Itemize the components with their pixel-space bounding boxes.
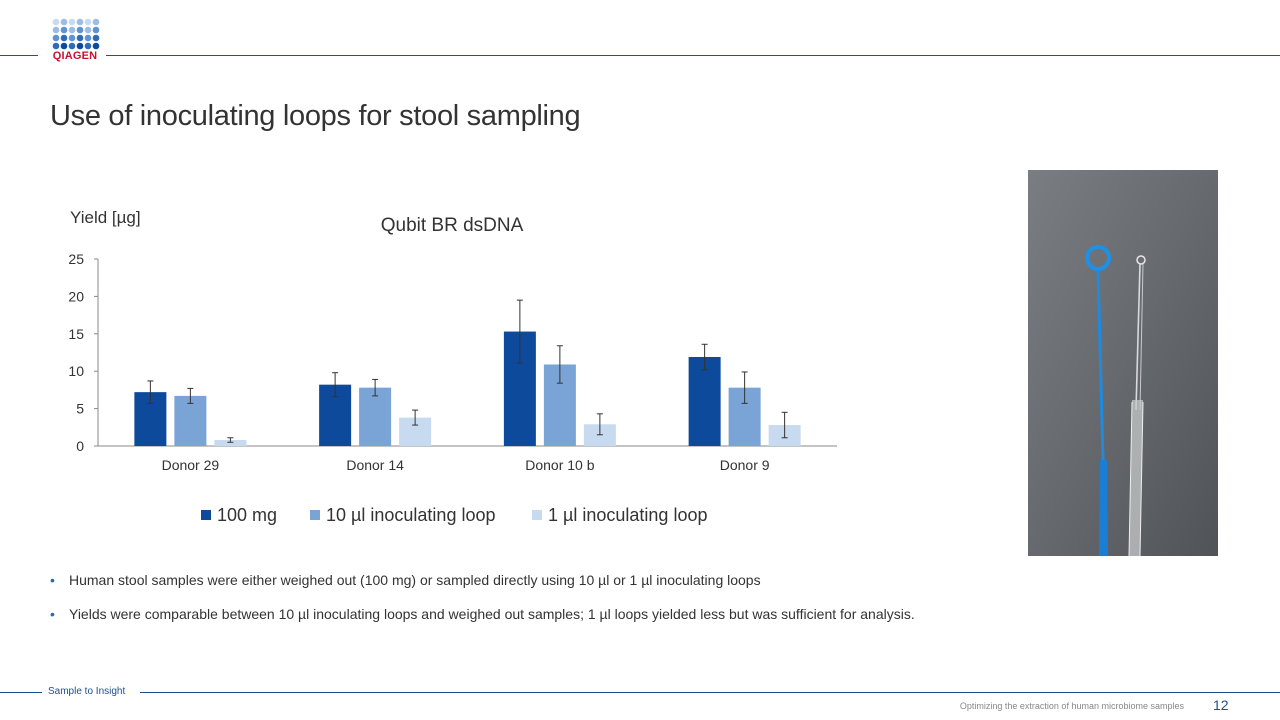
logo-dot [60,18,68,26]
bullet-marker: • [50,572,55,588]
bar [214,440,247,446]
bullet-list: • Human stool samples were either weighe… [50,570,1210,638]
page-number: 12 [1213,697,1229,713]
x-tick-label: Donor 14 [346,457,404,473]
y-tick-label: 20 [68,288,84,304]
x-tick-label: Donor 29 [162,457,220,473]
bullet-item: • Human stool samples were either weighe… [50,570,1210,604]
bar [688,356,721,446]
bar [174,395,207,446]
bar-chart: Yield [µg] Qubit BR dsDNA 0 5 10 15 20 25 Dono… [68,208,837,525]
qiagen-dot-grid-icon [52,18,100,50]
chart-title: Qubit BR dsDNA [381,215,524,236]
logo-dot [52,34,60,42]
y-tick-label: 25 [68,251,84,267]
clear-loop-icon [1128,255,1146,556]
legend-swatch [532,510,542,520]
y-tick-label: 0 [76,438,84,454]
footer-rule-right [140,692,1280,693]
legend-swatch [310,510,320,520]
bullet-text: Human stool samples were either weighed … [69,572,761,588]
bullet-text: Yields were comparable between 10 µl ino… [69,606,915,622]
blue-loop-icon [1085,245,1111,556]
header-rule-right [106,55,1280,56]
logo-dot [84,18,92,26]
slide-title: Use of inoculating loops for stool sampl… [50,100,581,132]
logo-dot [76,42,84,50]
logo-dot [52,26,60,34]
logo-dot [76,34,84,42]
footer-tagline: Sample to Insight [48,686,126,697]
logo-dot [92,26,100,34]
logo-dot [52,18,60,26]
bullet-marker: • [50,606,55,622]
logo-dot [68,26,76,34]
legend-swatch [201,510,211,520]
logo-dot [84,34,92,42]
y-tick-label: 15 [68,326,84,342]
logo-dot [60,34,68,42]
qiagen-logo: QIAGEN [50,18,100,64]
logo-dot [68,42,76,50]
x-tick-label: Donor 9 [720,457,770,473]
bullet-item: • Yields were comparable between 10 µl i… [50,604,1210,638]
legend-label: 1 µl inoculating loop [548,505,707,525]
logo-dot [92,42,100,50]
y-tick-label: 10 [68,363,84,379]
legend-label: 10 µl inoculating loop [326,505,496,525]
footer-presentation-title: Optimizing the extraction of human micro… [959,701,1184,711]
footer-rule-left [0,692,42,693]
header-rule-left [0,55,38,56]
logo-dot [52,42,60,50]
logo-dot [60,26,68,34]
x-tick-label: Donor 10 b [525,457,594,473]
logo-dot [68,34,76,42]
y-tick-label: 5 [76,401,84,417]
legend-label: 100 mg [217,505,277,525]
inoculating-loops-photo [1028,170,1218,556]
chart-ylabel: Yield [µg] [70,208,141,227]
logo-dot [76,18,84,26]
brand-name: QIAGEN [52,50,98,62]
bar [359,387,392,446]
logo-dot [92,34,100,42]
logo-dot [60,42,68,50]
logo-dot [84,26,92,34]
logo-dot [84,42,92,50]
logo-dot [92,18,100,26]
logo-dot [76,26,84,34]
logo-dot [68,18,76,26]
